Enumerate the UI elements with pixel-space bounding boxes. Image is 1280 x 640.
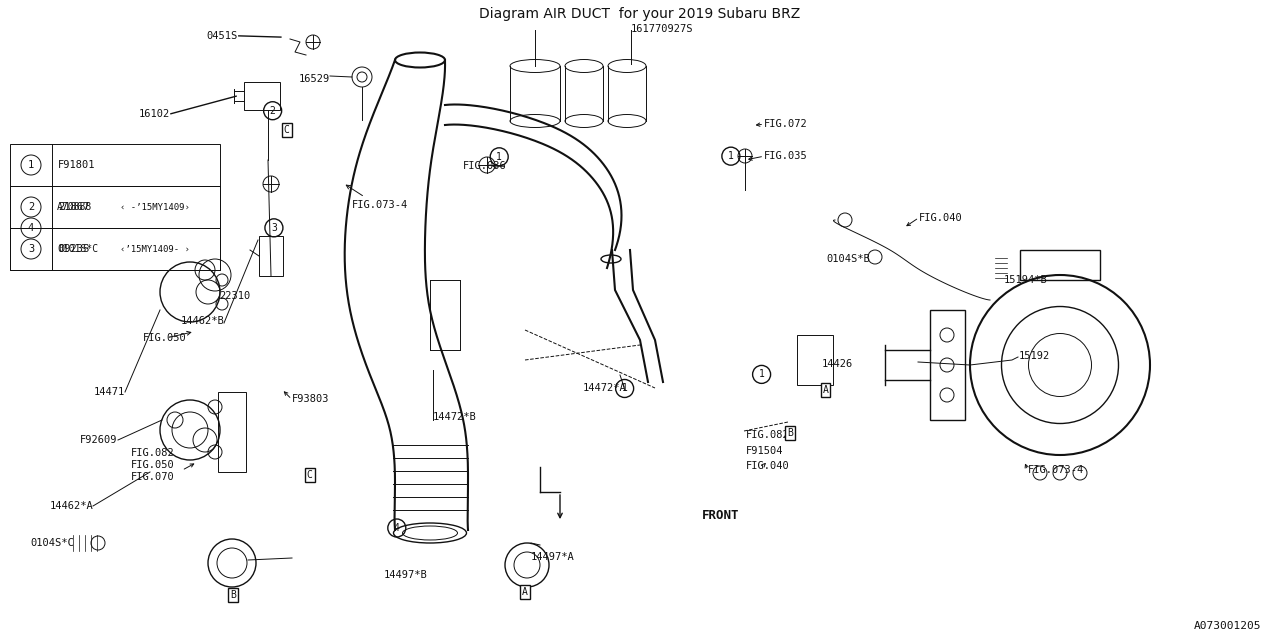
Text: Diagram AIR DUCT  for your 2019 Subaru BRZ: Diagram AIR DUCT for your 2019 Subaru BR… (480, 7, 800, 21)
Text: 0101S*C: 0101S*C (58, 244, 99, 254)
Text: 15194*B: 15194*B (1004, 275, 1047, 285)
Text: 14462*B: 14462*B (180, 316, 224, 326)
Text: 3: 3 (271, 223, 276, 233)
Text: A: A (522, 587, 527, 597)
Bar (797, 335, 833, 385)
Text: F91504: F91504 (746, 446, 783, 456)
Text: 14426: 14426 (822, 358, 852, 369)
Text: F93803: F93803 (292, 394, 329, 404)
Text: 0104S*B: 0104S*B (827, 254, 870, 264)
Text: FRONT: FRONT (701, 509, 739, 522)
Text: C: C (307, 470, 312, 480)
Text: FIG.050: FIG.050 (131, 460, 174, 470)
Text: FIG.036: FIG.036 (463, 161, 507, 172)
Text: FIG.070: FIG.070 (131, 472, 174, 482)
Bar (244, 82, 280, 110)
Text: 4: 4 (394, 523, 399, 533)
Text: 161770927S: 161770927S (631, 24, 694, 34)
Text: ‹ -’15MY1409›: ‹ -’15MY1409› (120, 202, 189, 211)
Text: 0104S*C: 0104S*C (31, 538, 74, 548)
Text: 1: 1 (622, 383, 627, 394)
Text: 16102: 16102 (140, 109, 170, 119)
Text: 2: 2 (28, 202, 35, 212)
Text: 3: 3 (28, 244, 35, 254)
Bar (259, 236, 283, 276)
Bar (10, 228, 220, 270)
Text: A70888: A70888 (58, 202, 92, 212)
Text: FIG.073-4: FIG.073-4 (1028, 465, 1084, 476)
Text: FIG.050: FIG.050 (143, 333, 187, 343)
Bar (10, 186, 220, 270)
Bar (10, 144, 220, 186)
Text: 1: 1 (728, 151, 733, 161)
Text: F91801: F91801 (58, 160, 96, 170)
Text: 21867: 21867 (58, 202, 90, 212)
Text: B: B (230, 590, 236, 600)
Bar (218, 392, 246, 472)
Bar (931, 310, 965, 420)
Text: 14497*B: 14497*B (384, 570, 428, 580)
Text: FIG.073-4: FIG.073-4 (352, 200, 408, 210)
Text: 2: 2 (270, 106, 275, 116)
Text: 14497*A: 14497*A (531, 552, 575, 562)
Text: 14472*A: 14472*A (582, 383, 626, 394)
Text: F92609: F92609 (81, 435, 118, 445)
Text: 0451S: 0451S (207, 31, 238, 41)
Text: C: C (284, 125, 289, 135)
Text: FIG.082: FIG.082 (131, 448, 174, 458)
Text: 4: 4 (28, 223, 35, 233)
Text: A: A (823, 385, 828, 396)
Text: 16529: 16529 (300, 74, 330, 84)
Text: 14472*B: 14472*B (433, 412, 476, 422)
Bar (1020, 250, 1100, 280)
Text: FIG.082: FIG.082 (746, 430, 790, 440)
Bar (10, 186, 220, 228)
Text: FIG.040: FIG.040 (919, 212, 963, 223)
Text: 0923S: 0923S (58, 244, 90, 254)
Text: 15192: 15192 (1019, 351, 1050, 362)
Text: 1: 1 (759, 369, 764, 380)
Text: FIG.035: FIG.035 (764, 151, 808, 161)
Text: 1: 1 (28, 160, 35, 170)
Text: 22310: 22310 (220, 291, 251, 301)
Text: ‹’15MY1409- ›: ‹’15MY1409- › (120, 244, 189, 253)
Text: A073001205: A073001205 (1193, 621, 1261, 631)
Text: FIG.072: FIG.072 (764, 119, 808, 129)
Text: FIG.040: FIG.040 (746, 461, 790, 471)
Text: 14471: 14471 (95, 387, 125, 397)
Text: 14462*A: 14462*A (50, 500, 93, 511)
Text: 1: 1 (497, 152, 502, 162)
Text: B: B (787, 428, 792, 438)
